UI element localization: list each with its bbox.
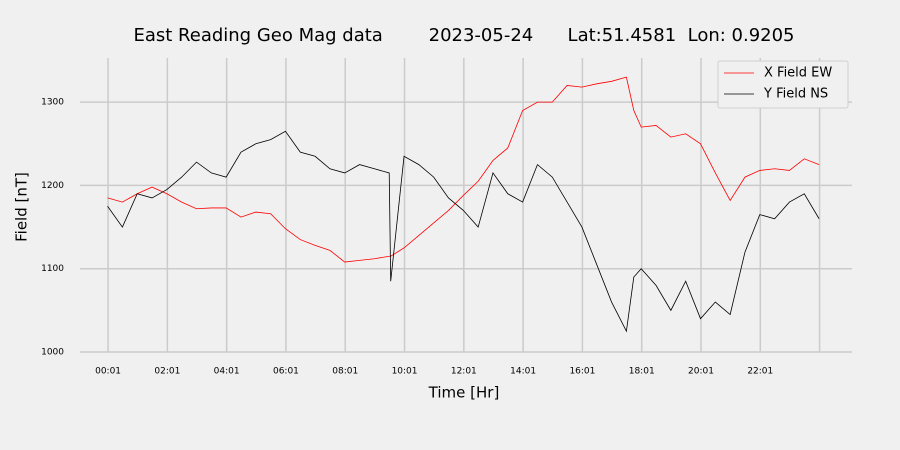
x-axis-label: Time [Hr] (428, 384, 500, 402)
x-tick-label: 18:01 (629, 367, 655, 377)
x-tick-label: 12:01 (451, 367, 477, 377)
x-tick-label: 14:01 (510, 367, 536, 377)
data-line (107, 130, 820, 333)
y-axis-label: Field [nT] (13, 172, 31, 242)
y-tick-label: 1200 (41, 181, 64, 191)
x-tick-label: 16:01 (569, 367, 595, 377)
x-tick-label: 10:01 (392, 367, 418, 377)
x-tick-label: 06:01 (273, 367, 299, 377)
y-tick-label: 1100 (41, 264, 64, 274)
chart-title: East Reading Geo Mag data 2023-05-24 Lat… (133, 25, 794, 46)
legend: X Field EW Y Field NS (717, 60, 849, 109)
x-tick-label: 00:01 (95, 367, 121, 377)
x-tick-label: 04:01 (214, 367, 240, 377)
y-tick-label: 1300 (41, 98, 64, 108)
x-tick-label: 08:01 (332, 367, 358, 377)
x-tick-label: 02:01 (154, 367, 180, 377)
y-tick-label: 1000 (41, 348, 64, 358)
x-tick-label: 22:01 (747, 367, 773, 377)
legend-label: X Field EW (764, 66, 832, 81)
x-tick-label: 20:01 (688, 367, 714, 377)
data-line (107, 76, 820, 263)
legend-label: Y Field NS (763, 87, 828, 102)
